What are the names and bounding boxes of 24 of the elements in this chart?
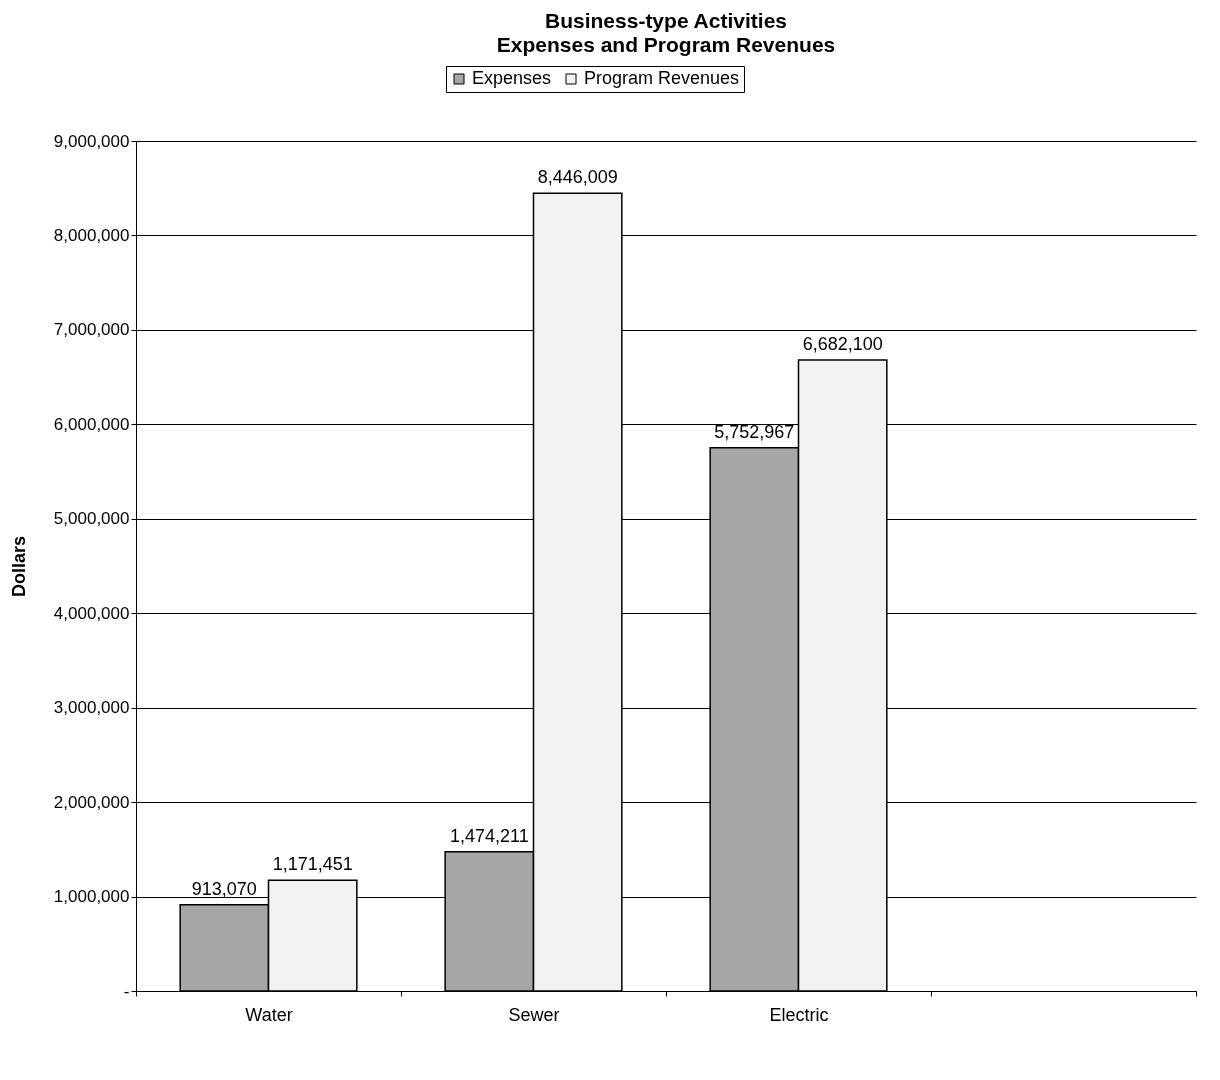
y-tick-label: 7,000,000 [53,320,130,340]
data-label: 1,171,451 [272,854,353,875]
y-tick-label: 3,000,000 [53,698,130,718]
chart-subtitle: Expenses and Program Revenues [496,32,836,56]
y-tick-label: 5,000,000 [53,509,130,529]
legend-label: Program Revenues [584,68,740,88]
y-tick-label: 2,000,000 [53,792,130,812]
data-label: 8,446,009 [537,167,618,188]
chart-title: Business-type Activities [545,8,787,32]
y-tick-label: - [123,981,130,1001]
data-label: 913,070 [191,878,257,899]
x-tick-label: Water [245,1004,293,1025]
legend-label: Expenses [472,68,552,88]
data-label: 5,752,967 [714,421,795,442]
data-label: 1,474,211 [449,825,529,846]
x-tick-label: Sewer [508,1004,560,1025]
y-axis-title: Dollars [8,535,29,598]
y-tick-label: 9,000,000 [53,131,130,151]
y-tick-label: 6,000,000 [53,414,130,434]
y-tick-label: 1,000,000 [53,887,130,907]
data-label: 6,682,100 [802,333,883,354]
y-tick-label: 8,000,000 [53,225,130,245]
x-tick-label: Electric [769,1004,829,1025]
y-tick-label: 4,000,000 [53,603,130,623]
